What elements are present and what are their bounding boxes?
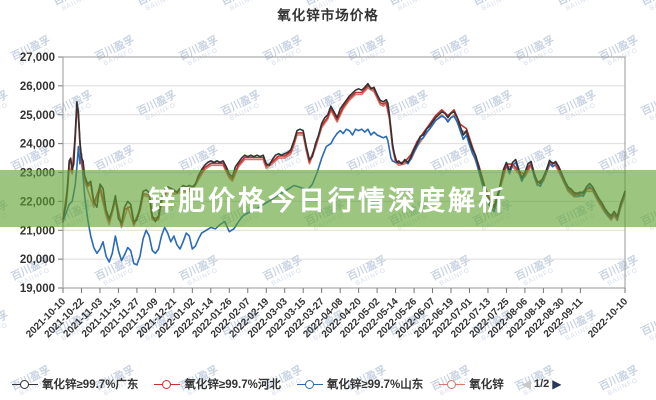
line-marker-icon <box>296 379 323 389</box>
legend-page-indicator: 1/2 <box>534 378 550 390</box>
legend-item-hebei[interactable]: 氧化锌≥99.7%河北 <box>154 376 281 392</box>
legend-label: 氧化锌≥99.7%广东 <box>42 379 139 391</box>
chart-title: 氧化锌市场价格 <box>277 8 379 23</box>
line-marker-icon <box>12 379 38 389</box>
y-axis-label: 24,000 <box>20 139 55 151</box>
promo-banner: 锌肥价格今日行情深度解析 <box>0 170 656 227</box>
legend: 氧化锌≥99.7%广东 氧化锌≥99.7%河北 氧化锌≥99.7%山东 氧化锌 … <box>0 373 656 395</box>
y-axis-label: 25,000 <box>20 110 55 122</box>
legend-label: 氧化锌≥99.7%河北 <box>184 379 281 391</box>
y-axis-label: 21,000 <box>20 225 55 237</box>
y-axis-label: 20,000 <box>20 254 55 266</box>
legend-next-icon[interactable]: ▶ <box>552 377 562 391</box>
y-axis-label: 27,000 <box>20 52 55 64</box>
line-marker-icon <box>154 379 181 389</box>
legend-label: 氧化锌≥99.7%山东 <box>326 379 424 391</box>
legend-paginator: ◀ 1/2 ▶ <box>522 378 562 390</box>
legend-item-truncated[interactable]: 氧化锌 <box>439 376 504 392</box>
y-axis-label: 26,000 <box>20 81 55 93</box>
legend-prev-icon[interactable]: ◀ <box>521 377 531 391</box>
line-marker-icon <box>439 379 466 389</box>
legend-label: 氧化锌 <box>469 379 504 391</box>
legend-item-shandong[interactable]: 氧化锌≥99.7%山东 <box>296 376 424 392</box>
legend-item-guangdong[interactable]: 氧化锌≥99.7%广东 <box>12 376 138 392</box>
y-axis-label: 19,000 <box>20 283 55 295</box>
banner-text: 锌肥价格今日行情深度解析 <box>148 186 508 216</box>
x-axis-label: 2022-10-10 <box>586 296 630 340</box>
